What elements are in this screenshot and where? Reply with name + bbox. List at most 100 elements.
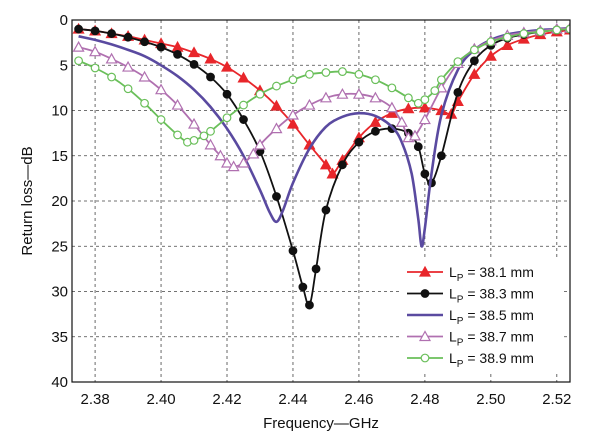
series-marker (486, 37, 496, 47)
legend-label: LP = 38.3 mm (449, 286, 534, 306)
series-marker (319, 91, 332, 103)
series-marker (222, 89, 232, 99)
series-marker (204, 138, 217, 150)
series-marker (270, 99, 283, 111)
series-marker (354, 137, 364, 147)
legend-label: LP = 38.1 mm (449, 264, 534, 284)
series-marker (352, 87, 365, 99)
series-marker (535, 27, 545, 37)
series-marker (89, 45, 102, 57)
x-tick-label: 2.40 (146, 391, 175, 408)
series-marker (107, 72, 116, 82)
series-marker (385, 106, 398, 118)
series-marker (272, 81, 281, 91)
series-marker (305, 69, 314, 79)
series-marker (189, 135, 199, 145)
series-marker (311, 264, 321, 274)
y-tick-label: 5 (60, 57, 68, 74)
y-tick-label: 40 (51, 374, 68, 391)
series-marker (272, 192, 281, 201)
legend-marker (418, 265, 432, 277)
series-marker (552, 25, 562, 35)
x-tick-labels: 2.38 2.40 2.42 2.44 2.46 2.48 2.50 2.52 (80, 391, 571, 408)
series-marker (402, 102, 415, 114)
series-marker (122, 60, 135, 72)
series-marker (214, 149, 227, 161)
series-marker (469, 56, 479, 66)
series-marker (387, 83, 397, 93)
y-axis-title: Return loss—dB (19, 146, 36, 255)
series-marker (171, 98, 184, 110)
series-marker (369, 91, 382, 103)
legend-marker (420, 289, 430, 298)
series-marker (199, 131, 209, 141)
series-5 (74, 24, 570, 147)
series-marker (338, 160, 347, 170)
series-marker (74, 24, 83, 34)
series-marker (371, 126, 380, 136)
series-marker (123, 32, 133, 42)
series-marker (319, 158, 332, 170)
series-marker (74, 56, 83, 66)
series-layer (72, 21, 570, 310)
series-marker (286, 117, 299, 129)
series-marker (72, 40, 85, 52)
y-tick-label: 15 (51, 148, 68, 165)
series-marker (270, 122, 283, 134)
x-tick-label: 2.48 (410, 391, 439, 408)
x-tick-label: 2.46 (344, 391, 373, 408)
series-marker (188, 117, 201, 129)
legend-marker (420, 353, 430, 363)
series-marker (140, 37, 149, 47)
series-marker (413, 98, 423, 108)
series-marker (408, 129, 422, 141)
y-tick-label: 0 (60, 12, 68, 29)
series-marker (453, 87, 463, 97)
series-marker (502, 32, 512, 42)
legend-label: LP = 38.7 mm (449, 329, 534, 349)
y-tick-label: 10 (51, 103, 68, 120)
series-marker (469, 45, 479, 55)
series-marker (468, 68, 481, 79)
series-marker (222, 113, 232, 123)
series-marker (385, 101, 398, 113)
series-marker (403, 93, 413, 103)
series-marker (303, 98, 316, 110)
series-marker (321, 68, 331, 77)
series-marker (188, 46, 201, 58)
series-marker (156, 42, 166, 52)
y-tick-label: 35 (51, 329, 68, 346)
series-marker (565, 24, 570, 34)
series-marker (239, 115, 248, 124)
series-marker (123, 84, 133, 94)
series-marker (418, 113, 431, 125)
series-marker (420, 95, 430, 105)
series-marker (90, 26, 100, 36)
legend-marker (418, 330, 432, 342)
x-tick-label: 2.50 (476, 391, 505, 408)
series-marker (138, 70, 151, 82)
y-tick-label: 20 (51, 193, 68, 210)
series-marker (354, 69, 364, 79)
legend-label: LP = 38.9 mm (449, 350, 534, 370)
series-marker (371, 75, 380, 85)
series-marker (453, 57, 463, 67)
series-marker (204, 52, 217, 64)
y-tick-label: 25 (51, 238, 68, 255)
x-axis-title: Frequency—GHz (263, 415, 379, 432)
series-marker (206, 72, 215, 82)
series-marker (253, 138, 267, 150)
series-marker (413, 142, 423, 152)
x-tick-label: 2.38 (80, 391, 109, 408)
series-marker (247, 147, 260, 159)
x-tick-label: 2.42 (212, 391, 241, 408)
series-marker (436, 151, 446, 161)
series-marker (237, 156, 250, 168)
series-marker (369, 116, 382, 127)
series-marker (338, 67, 347, 76)
series-marker (305, 300, 314, 310)
series-marker (326, 167, 339, 179)
series-marker (237, 71, 250, 83)
